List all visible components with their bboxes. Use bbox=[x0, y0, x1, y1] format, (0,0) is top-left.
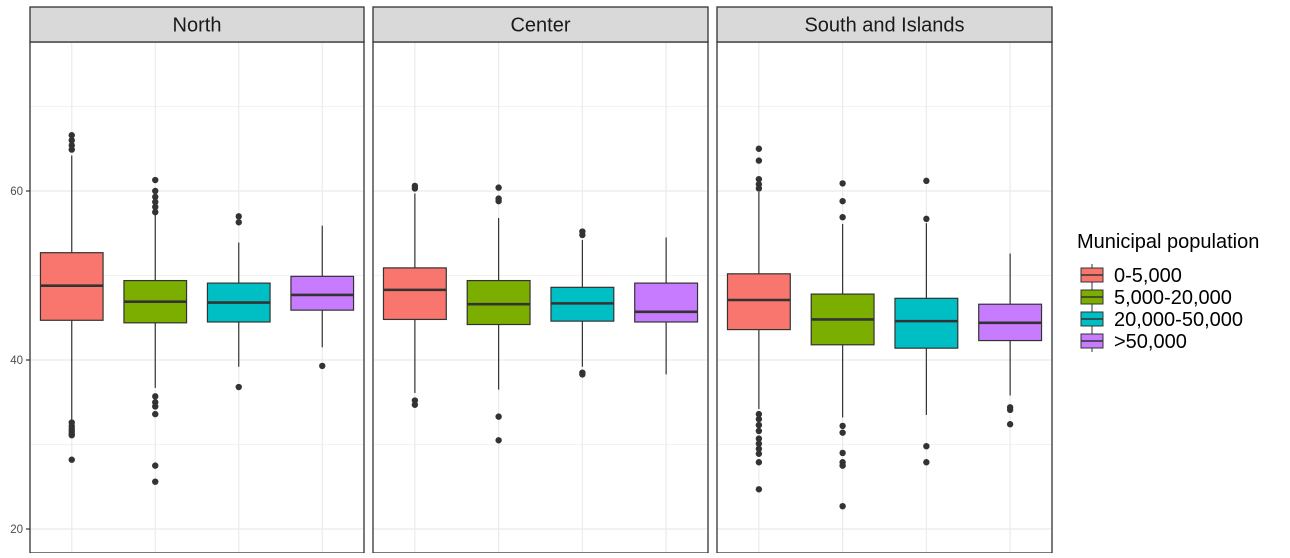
panel-3-strip-label: South and Islands bbox=[804, 15, 964, 37]
panel-1-box-2-outlier-point bbox=[152, 187, 159, 195]
panel-2-box-1-outlier-point bbox=[411, 185, 419, 192]
panel-3-box-2-outlier-point bbox=[839, 180, 846, 187]
panel-3-box-1-outlier-point bbox=[755, 445, 763, 452]
panel-1-box-4-box bbox=[290, 275, 355, 311]
panel-3-box-1-outlier-point bbox=[755, 459, 763, 466]
panel-1-box-2-outlier-point bbox=[152, 478, 159, 485]
panel-3-box-1-outlier-point bbox=[755, 421, 763, 429]
panel-3-box-1-outlier-point bbox=[755, 185, 763, 192]
panel-2-strip-label: Center bbox=[510, 15, 570, 37]
panel-3-box-1-outlier-point bbox=[755, 435, 763, 442]
panel-1-box-2-outlier-point bbox=[152, 410, 159, 418]
panel-2-box-2-outlier-point bbox=[495, 413, 502, 420]
panel-3-box-1-outlier-point bbox=[755, 157, 763, 164]
panel-3-box-2-outlier-point bbox=[839, 429, 846, 436]
panel-3-box-2-outlier-point bbox=[839, 213, 846, 221]
panel-3-box-1-outlier-point bbox=[755, 410, 763, 418]
y-axis-tick-label: 60 bbox=[10, 186, 23, 198]
panel-1-box-2-outlier-point bbox=[152, 203, 159, 211]
panel-3-strip bbox=[716, 6, 1053, 43]
panel-1-box-1-outlier-point bbox=[68, 132, 75, 139]
legend-label: >50,000 bbox=[1114, 331, 1187, 353]
legend-label: 0-5,000 bbox=[1114, 265, 1182, 287]
panel-1-box-3-outlier-point bbox=[235, 219, 242, 226]
panel-3-box-3-outlier-point bbox=[923, 177, 930, 185]
panel-1-box-2-outlier-point bbox=[152, 403, 159, 410]
panel-2-box-4-box bbox=[634, 282, 699, 323]
panel-2-box-2-outlier-point bbox=[495, 197, 502, 205]
panel-2-box-3-outlier-point bbox=[579, 371, 586, 378]
legend-label: 5,000-20,000 bbox=[1114, 287, 1232, 309]
panel-2-box-2-outlier-point bbox=[495, 184, 502, 191]
legend-title: Municipal population bbox=[1077, 231, 1259, 253]
panel-1-box-2-outlier-point bbox=[152, 393, 159, 400]
panel-1-strip-label: North bbox=[173, 15, 222, 37]
panel-1-box-3-outlier-point bbox=[235, 383, 242, 391]
panel-2-box-3-outlier-point bbox=[579, 231, 586, 239]
panel-1-box-1-outlier-point bbox=[68, 137, 75, 144]
panel-3-box-1-box bbox=[726, 273, 791, 331]
panel-1-box-3-outlier-point bbox=[235, 213, 242, 220]
panel-3-box-1-outlier-point bbox=[755, 440, 763, 447]
panel-3-box-4-outlier-point bbox=[1006, 421, 1014, 428]
panel-1-box-1-outlier-point bbox=[68, 432, 75, 439]
panel-3-box-3-outlier-point bbox=[923, 459, 930, 466]
panel-2-box-1-box bbox=[382, 267, 447, 321]
panel-1-strip bbox=[29, 6, 365, 43]
panel-3-box-1-outlier-point bbox=[755, 145, 763, 152]
panel-1-box-2-outlier-point bbox=[152, 176, 159, 184]
panel-1-box-2-outlier-point bbox=[152, 462, 159, 469]
panel-3-box-2-outlier-point bbox=[839, 197, 846, 205]
panel-3-box-3-outlier-point bbox=[923, 215, 930, 223]
panel-3-box-1-outlier-point bbox=[755, 450, 763, 457]
panel-2-box-2-box bbox=[466, 279, 531, 326]
panel-3-box-2-outlier-point bbox=[839, 422, 846, 430]
panel-3-box-1-outlier-point bbox=[755, 427, 763, 435]
legend-label: 20,000-50,000 bbox=[1114, 309, 1243, 331]
panel-2-box-2-outlier-point bbox=[495, 437, 502, 444]
panel-1-box-2-outlier-point bbox=[152, 208, 159, 216]
y-axis-tick-label: 40 bbox=[10, 355, 23, 367]
panel-1-box-1-outlier-point bbox=[68, 146, 75, 153]
y-axis-tick-label: 20 bbox=[10, 524, 23, 536]
panel-3-box-3-box bbox=[894, 297, 959, 349]
panel-3-box-2-outlier-point bbox=[839, 502, 846, 510]
panel-3-box-4-outlier-point bbox=[1006, 406, 1014, 414]
panel-3-box-1-outlier-point bbox=[755, 175, 763, 183]
panel-3-box-3-outlier-point bbox=[923, 442, 930, 450]
panel-1-box-2-outlier-point bbox=[152, 198, 159, 206]
panel-3-box-2-outlier-point bbox=[839, 449, 846, 457]
panel-2-box-1-outlier-point bbox=[411, 401, 419, 408]
panel-1-box-4-outlier-point bbox=[319, 362, 326, 370]
panel-3-box-1-outlier-point bbox=[755, 415, 763, 423]
panel-1-box-1-outlier-point bbox=[68, 456, 75, 463]
panel-3-box-1-outlier-point bbox=[755, 486, 763, 493]
panel-1-box-2-outlier-point bbox=[152, 193, 159, 201]
panel-3-box-2-outlier-point bbox=[839, 462, 846, 469]
panel-2-strip bbox=[372, 6, 709, 43]
